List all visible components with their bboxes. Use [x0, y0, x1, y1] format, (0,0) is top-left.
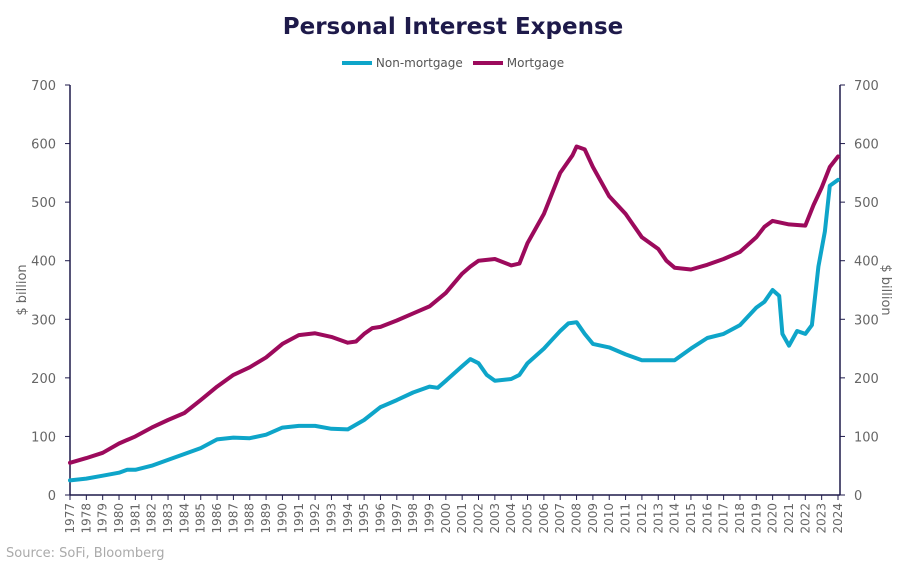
y-tick-label-right: 500 [854, 196, 879, 211]
legend-swatch [472, 61, 503, 65]
x-tick-label: 2007 [553, 503, 567, 534]
y-tick-label-left: 0 [48, 489, 56, 504]
legend: Non-mortgage Mortgage [0, 56, 906, 70]
x-tick-label: 2013 [651, 503, 665, 534]
y-tick-label-left: 600 [31, 138, 56, 153]
x-tick-label: 2017 [717, 503, 731, 534]
series-line-non-mortgage [68, 177, 840, 483]
x-tick-label: 2021 [782, 503, 796, 534]
x-tick-label: 1988 [243, 503, 257, 534]
x-tick-label: 2016 [700, 503, 714, 534]
x-tick-label: 1986 [210, 503, 224, 534]
x-tick-label: 1984 [177, 503, 191, 534]
y-tick-label-right: 100 [854, 430, 879, 445]
y-tick-label-left: 700 [31, 79, 56, 94]
x-tick-label: 2019 [749, 503, 763, 534]
x-tick-label: 1990 [275, 503, 289, 534]
x-tick-label: 2005 [521, 503, 535, 534]
x-tick-label: 1999 [422, 503, 436, 534]
x-tick-label: 2024 [831, 503, 845, 534]
y-tick-label-right: 200 [854, 372, 879, 387]
x-tick-label: 1997 [390, 503, 404, 534]
x-tick-label: 2022 [798, 503, 812, 534]
y-tick-label-left: 400 [31, 255, 56, 270]
y-tick-label-left: 500 [31, 196, 56, 211]
y-tick-label-right: 400 [854, 255, 879, 270]
x-tick-label: 2020 [766, 503, 780, 534]
legend-label: Mortgage [506, 56, 565, 70]
x-tick-label: 2018 [733, 503, 747, 534]
y-tick-label-right: 300 [854, 313, 879, 328]
legend-label: Non-mortgage [375, 56, 463, 70]
series-line-mortgage [68, 144, 840, 465]
y-tick-label-right: 700 [854, 79, 879, 94]
y-tick-label-left: 100 [31, 430, 56, 445]
x-tick-label: 1994 [341, 503, 355, 534]
x-tick-label: 1998 [406, 503, 420, 534]
y-tick-label-right: 0 [854, 489, 862, 504]
source-note: Source: SoFi, Bloomberg [6, 546, 165, 561]
x-tick-label: 1982 [145, 503, 159, 534]
x-tick-label: 1992 [308, 503, 322, 534]
x-tick-label: 2001 [455, 503, 469, 534]
x-tick-label: 1983 [161, 503, 175, 534]
x-tick-label: 1993 [324, 503, 338, 534]
x-tick-label: 2014 [668, 503, 682, 534]
y-tick-label-right: 600 [854, 138, 879, 153]
x-tick-label: 2000 [439, 503, 453, 534]
x-tick-label: 1995 [357, 503, 371, 534]
x-tick-label: 2004 [504, 503, 518, 534]
legend-swatch [341, 61, 372, 65]
y-tick-label-left: 300 [31, 313, 56, 328]
y-axis-label-left: $ billion [15, 264, 30, 315]
x-tick-label: 1979 [96, 503, 110, 534]
legend-item-mortgage: Mortgage [472, 56, 565, 70]
y-tick-label-left: 200 [31, 372, 56, 387]
x-tick-label: 2003 [488, 503, 502, 534]
x-tick-label: 1985 [194, 503, 208, 534]
x-tick-label: 1981 [128, 503, 142, 534]
x-tick-label: 2015 [684, 503, 698, 534]
y-axis-label-right: $ billion [878, 264, 893, 315]
legend-item-non-mortgage: Non-mortgage [341, 56, 463, 70]
x-tick-label: 2012 [635, 503, 649, 534]
x-tick-label: 2002 [472, 503, 486, 534]
x-tick-label: 2023 [815, 503, 829, 534]
x-tick-label: 1980 [112, 503, 126, 534]
x-tick-label: 2006 [537, 503, 551, 534]
x-tick-label: 2008 [570, 503, 584, 534]
x-tick-label: 1989 [259, 503, 273, 534]
x-tick-label: 1977 [63, 503, 77, 534]
x-tick-label: 2009 [586, 503, 600, 534]
x-tick-label: 1978 [79, 503, 93, 534]
x-tick-label: 1991 [292, 503, 306, 534]
x-tick-label: 1996 [373, 503, 387, 534]
chart-title: Personal Interest Expense [282, 14, 624, 40]
x-tick-label: 2010 [602, 503, 616, 534]
x-tick-label: 2011 [619, 503, 633, 534]
x-tick-label: 1987 [226, 503, 240, 534]
